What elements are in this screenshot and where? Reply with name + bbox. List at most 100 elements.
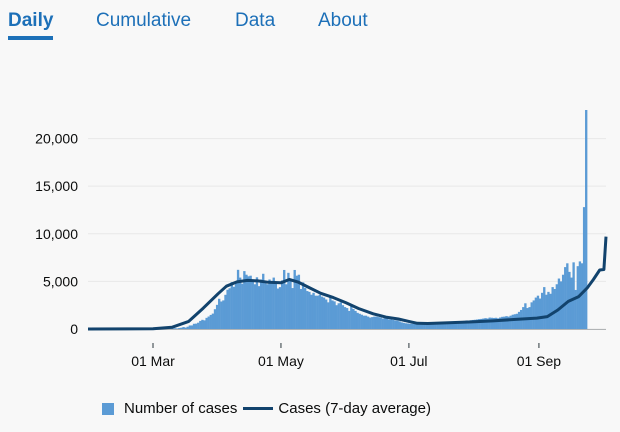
bar — [264, 283, 267, 329]
bar — [511, 314, 514, 329]
bar — [492, 317, 496, 329]
bar — [266, 284, 269, 329]
bar — [434, 323, 437, 329]
bar — [564, 267, 567, 329]
bar — [354, 310, 357, 329]
bar — [318, 294, 322, 329]
bar — [241, 283, 244, 329]
bar — [530, 302, 533, 329]
bar — [467, 320, 470, 329]
bar — [524, 303, 527, 329]
tab-cumulative[interactable]: Cumulative — [96, 10, 192, 31]
bar — [465, 320, 468, 329]
bar — [486, 318, 489, 329]
y-tick-label: 20,000 — [35, 131, 78, 147]
bar — [543, 287, 546, 329]
bar — [224, 294, 227, 329]
bar — [287, 272, 290, 329]
bar — [389, 319, 393, 329]
bar — [280, 280, 284, 329]
bar — [427, 323, 431, 329]
bar — [178, 328, 181, 329]
bar — [371, 317, 374, 329]
bar — [557, 278, 561, 329]
bar — [450, 322, 454, 329]
bar — [314, 295, 317, 329]
bar — [362, 315, 366, 329]
bar — [234, 281, 238, 329]
bar — [442, 322, 445, 329]
bar — [480, 318, 483, 329]
bar — [574, 289, 577, 329]
bar — [507, 316, 510, 329]
bar — [207, 316, 210, 329]
bar — [190, 325, 194, 329]
chart-legend: Number of cases Cases (7-day average) — [102, 400, 431, 417]
bar — [566, 263, 569, 329]
bar — [283, 269, 286, 329]
bar — [297, 274, 301, 329]
bar — [387, 319, 391, 329]
bar — [553, 289, 556, 329]
bar — [536, 295, 540, 329]
bar — [293, 269, 296, 329]
bar — [324, 299, 328, 329]
bar — [572, 262, 575, 329]
x-tick-label: 01 Mar — [131, 353, 175, 369]
bar — [299, 289, 303, 329]
bar — [475, 319, 479, 329]
bar — [262, 273, 265, 329]
bar — [431, 322, 435, 329]
tab-data[interactable]: Data — [235, 10, 276, 31]
bar — [385, 318, 389, 329]
bar — [364, 315, 368, 329]
bar — [329, 297, 332, 329]
bar — [423, 323, 426, 329]
bar — [232, 286, 236, 329]
bar — [398, 321, 401, 329]
bar — [375, 316, 378, 329]
bar — [444, 322, 447, 329]
tab-daily[interactable]: Daily — [8, 10, 54, 31]
y-tick-label: 5,000 — [43, 273, 78, 289]
bar — [503, 316, 506, 329]
y-tick-label: 0 — [70, 321, 78, 337]
bar — [425, 323, 428, 329]
bar — [270, 282, 273, 329]
bar — [452, 321, 456, 329]
bar — [236, 269, 240, 329]
bar — [369, 317, 372, 329]
bar — [199, 320, 202, 329]
bar — [406, 323, 410, 329]
bar — [457, 321, 460, 329]
bar — [448, 322, 452, 329]
y-tick-label: 15,000 — [35, 178, 78, 194]
bar — [582, 207, 586, 329]
bar — [289, 278, 292, 329]
bar — [473, 319, 477, 329]
bar — [291, 288, 294, 329]
bar — [505, 316, 508, 329]
bar — [358, 313, 361, 329]
bar — [440, 322, 443, 329]
bar — [255, 277, 259, 329]
bar — [446, 322, 449, 329]
bar — [243, 271, 246, 329]
bar — [415, 323, 418, 329]
active-tab-indicator — [8, 36, 53, 40]
bar — [253, 284, 257, 329]
bar — [228, 288, 231, 329]
bar — [580, 263, 584, 329]
bar — [194, 323, 198, 329]
bar — [215, 304, 219, 329]
bar — [320, 296, 324, 329]
bar — [247, 276, 250, 329]
bar — [306, 291, 309, 329]
bar — [343, 307, 347, 329]
tab-about[interactable]: About — [318, 10, 368, 31]
bar — [419, 323, 422, 329]
bar — [547, 291, 550, 329]
bar — [205, 317, 208, 329]
bar — [496, 318, 500, 329]
bar — [348, 310, 351, 329]
